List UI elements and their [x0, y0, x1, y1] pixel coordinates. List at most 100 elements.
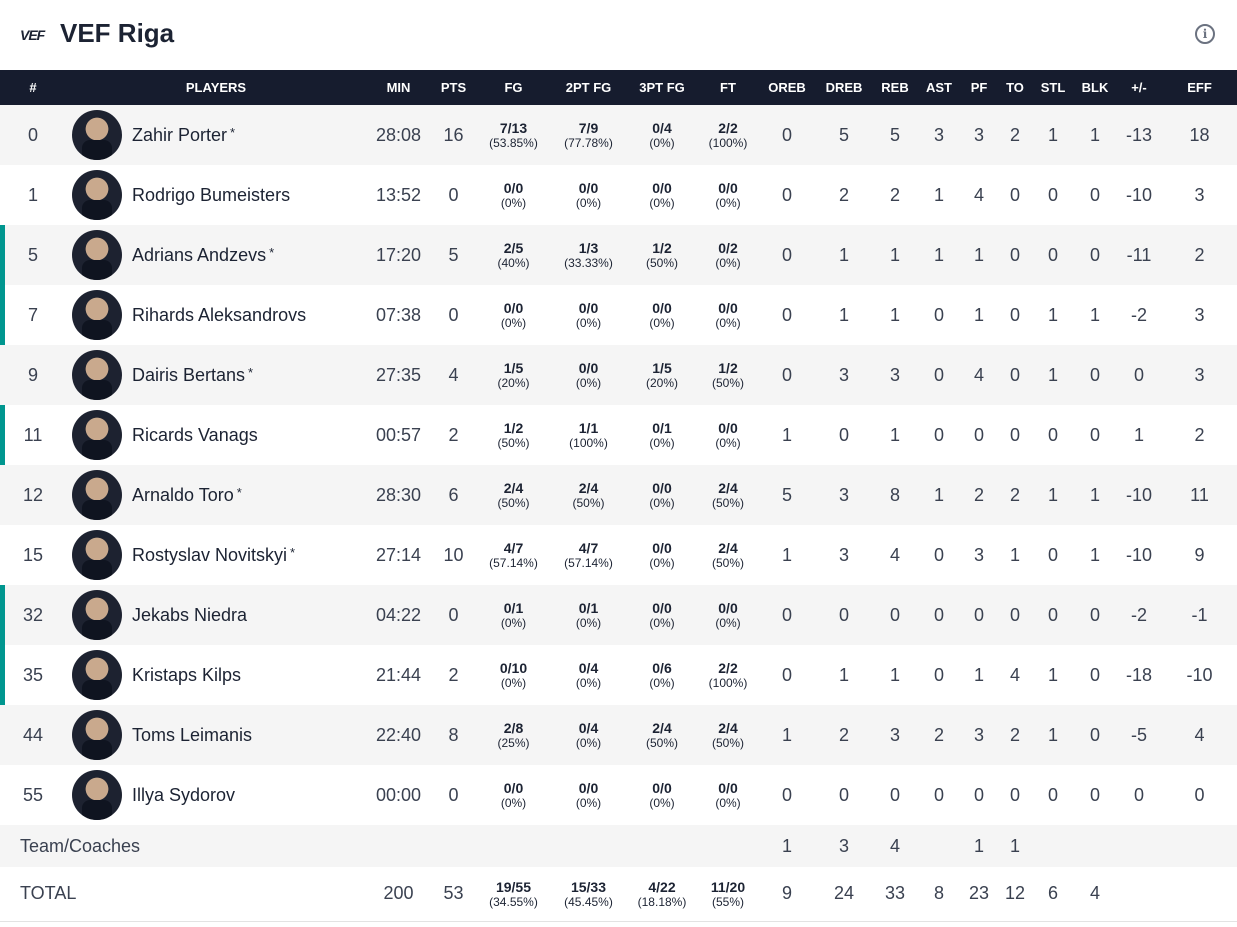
to-cell: 2: [1009, 124, 1020, 145]
shooting-cell: 11/20 (55%): [698, 867, 758, 921]
column-header[interactable]: +/-: [1131, 80, 1147, 95]
pf-cell: 4: [973, 364, 984, 385]
points-cell: 53: [443, 883, 464, 904]
shooting-cell: 2/4 (50%): [626, 705, 698, 765]
player-cell[interactable]: Ricards Vanags: [66, 405, 366, 465]
shooting-percentage: (0%): [649, 496, 675, 510]
table-row[interactable]: 44 Toms Leimanis 22:40 8 2/8 (25%) 0/4 (0%) 2/4(…: [0, 705, 1237, 765]
player-name[interactable]: Toms Leimanis: [132, 725, 255, 746]
column-header[interactable]: PLAYERS: [185, 80, 247, 95]
shooting-percentage: (0%): [649, 136, 675, 150]
shooting-percentage: (0%): [715, 616, 741, 630]
column-header[interactable]: PF: [970, 80, 988, 95]
player-name[interactable]: Arnaldo Toro *: [132, 485, 242, 506]
column-header[interactable]: 2PT FG: [565, 80, 612, 95]
shooting-made-attempted: 4/22: [648, 878, 676, 895]
shooting-percentage: (34.55%): [489, 894, 538, 909]
column-header[interactable]: BLK: [1081, 80, 1109, 95]
shooting-made-attempted: 0/1: [503, 600, 524, 616]
pf-cell: 23: [968, 883, 990, 904]
column-header[interactable]: MIN: [386, 80, 411, 95]
shooting-made-attempted: 0/1: [578, 600, 599, 616]
column-header[interactable]: TO: [1006, 80, 1024, 95]
column-header[interactable]: PTS: [440, 80, 467, 95]
player-name[interactable]: Jekabs Niedra: [132, 605, 250, 626]
shooting-percentage: (0%): [500, 196, 527, 210]
shooting-made-attempted: 0/0: [503, 180, 524, 196]
dreb-cell: 0: [838, 604, 849, 625]
column-header[interactable]: AST: [926, 80, 952, 95]
stl-cell: [1032, 825, 1074, 867]
player-name[interactable]: Dairis Bertans *: [132, 365, 253, 386]
shooting-made-attempted: 0/1: [652, 420, 672, 436]
info-icon[interactable]: i: [1195, 24, 1215, 44]
player-cell[interactable]: Rostyslav Novitskyi *: [66, 525, 366, 585]
to-cell: 0: [1009, 604, 1020, 625]
player-cell[interactable]: Arnaldo Toro *: [66, 465, 366, 525]
player-cell[interactable]: Rodrigo Bumeisters: [66, 165, 366, 225]
table-row[interactable]: 15 Rostyslav Novitskyi * 27:14 10 4/7 (57.14%)…: [0, 525, 1237, 585]
player-name[interactable]: Rodrigo Bumeisters: [132, 185, 293, 206]
ast-cell: 2: [933, 724, 944, 745]
column-header[interactable]: STL: [1040, 80, 1066, 95]
player-name[interactable]: Rihards Aleksandrovs: [132, 305, 309, 326]
team-header: VEF VEF Riga i: [0, 0, 1237, 70]
shooting-made-attempted: 2/8: [503, 720, 524, 736]
shooting-made-attempted: 0/6: [652, 660, 672, 676]
table-row[interactable]: 11 Ricards Vanags 00:57 2 1/2 (50%) 1/1 (100%) 0…: [0, 405, 1237, 465]
column-header[interactable]: OREB: [768, 80, 806, 95]
column-header[interactable]: EFF: [1187, 80, 1212, 95]
table-row[interactable]: 35 Kristaps Kilps 21:44 2 0/10 (0%) 0/4 (0%) 0/6…: [0, 645, 1237, 705]
pf-cell: 1: [973, 835, 984, 856]
table-row[interactable]: 9 Dairis Bertans * 27:35 4 1/5 (20%) 0/0 (0%) 1/5…: [0, 345, 1237, 405]
shooting-cell: 7/9 (77.78%): [551, 105, 626, 165]
player-name[interactable]: Adrians Andzevs *: [132, 245, 274, 266]
player-name[interactable]: Ricards Vanags: [132, 425, 261, 446]
shooting-made-attempted: 1/2: [718, 360, 738, 376]
player-name[interactable]: Zahir Porter *: [132, 125, 235, 146]
jersey-number: 9: [27, 364, 38, 385]
player-cell[interactable]: Rihards Aleksandrovs: [66, 285, 366, 345]
avatar: [72, 350, 122, 400]
shooting-percentage: (0%): [500, 316, 527, 330]
stl-cell: 1: [1047, 724, 1058, 745]
table-row[interactable]: 5 Adrians Andzevs * 17:20 5 2/5 (40%) 1/3 (33.33…: [0, 225, 1237, 285]
to-cell: 0: [1009, 304, 1020, 325]
shooting-cell: 1/2 (50%): [476, 405, 551, 465]
column-header[interactable]: FT: [720, 80, 736, 95]
player-cell[interactable]: Zahir Porter *: [66, 105, 366, 165]
column-header[interactable]: DREB: [825, 80, 863, 95]
table-row[interactable]: 55 Illya Sydorov 00:00 0 0/0 (0%) 0/0 (0%) 0/0 (0…: [0, 765, 1237, 825]
shooting-made-attempted: 0/0: [652, 600, 672, 616]
column-header[interactable]: REB: [881, 80, 909, 95]
minutes-cell: 04:22: [375, 604, 422, 625]
column-header[interactable]: #: [29, 80, 37, 95]
column-header[interactable]: 3PT FG: [639, 80, 685, 95]
player-cell[interactable]: Illya Sydorov: [66, 765, 366, 825]
minutes-cell: 00:00: [375, 784, 422, 805]
table-row[interactable]: 32 Jekabs Niedra 04:22 0 0/1 (0%) 0/1 (0%) 0/0 (0…: [0, 585, 1237, 645]
player-cell[interactable]: Jekabs Niedra: [66, 585, 366, 645]
blk-cell: 1: [1089, 124, 1100, 145]
player-cell[interactable]: Adrians Andzevs *: [66, 225, 366, 285]
player-name[interactable]: Kristaps Kilps: [132, 665, 244, 686]
points-cell: 2: [448, 424, 459, 445]
shooting-made-attempted: 0/0: [578, 780, 599, 796]
player-cell[interactable]: Dairis Bertans *: [66, 345, 366, 405]
stl-cell: 0: [1047, 424, 1058, 445]
column-header[interactable]: FG: [504, 80, 523, 95]
player-cell[interactable]: Kristaps Kilps: [66, 645, 366, 705]
player-name[interactable]: Illya Sydorov: [132, 785, 238, 806]
dreb-cell: 1: [838, 244, 849, 265]
player-cell[interactable]: Toms Leimanis: [66, 705, 366, 765]
stl-cell: 0: [1047, 604, 1058, 625]
table-row[interactable]: 0 Zahir Porter * 28:08 16 7/13 (53.85%) 7/9 (77.…: [0, 105, 1237, 165]
stl-cell: 1: [1047, 484, 1058, 505]
player-name[interactable]: Rostyslav Novitskyi *: [132, 545, 295, 566]
to-cell: 0: [1009, 784, 1020, 805]
shooting-cell: 7/13 (53.85%): [476, 105, 551, 165]
table-row[interactable]: 1 Rodrigo Bumeisters 13:52 0 0/0 (0%) 0/0 (0%) 0…: [0, 165, 1237, 225]
table-row[interactable]: 12 Arnaldo Toro * 28:30 6 2/4 (50%) 2/4 (50%) 0/0…: [0, 465, 1237, 525]
reb-cell: 1: [889, 304, 900, 325]
table-row[interactable]: 7 Rihards Aleksandrovs 07:38 0 0/0 (0%) 0/0 (0%…: [0, 285, 1237, 345]
